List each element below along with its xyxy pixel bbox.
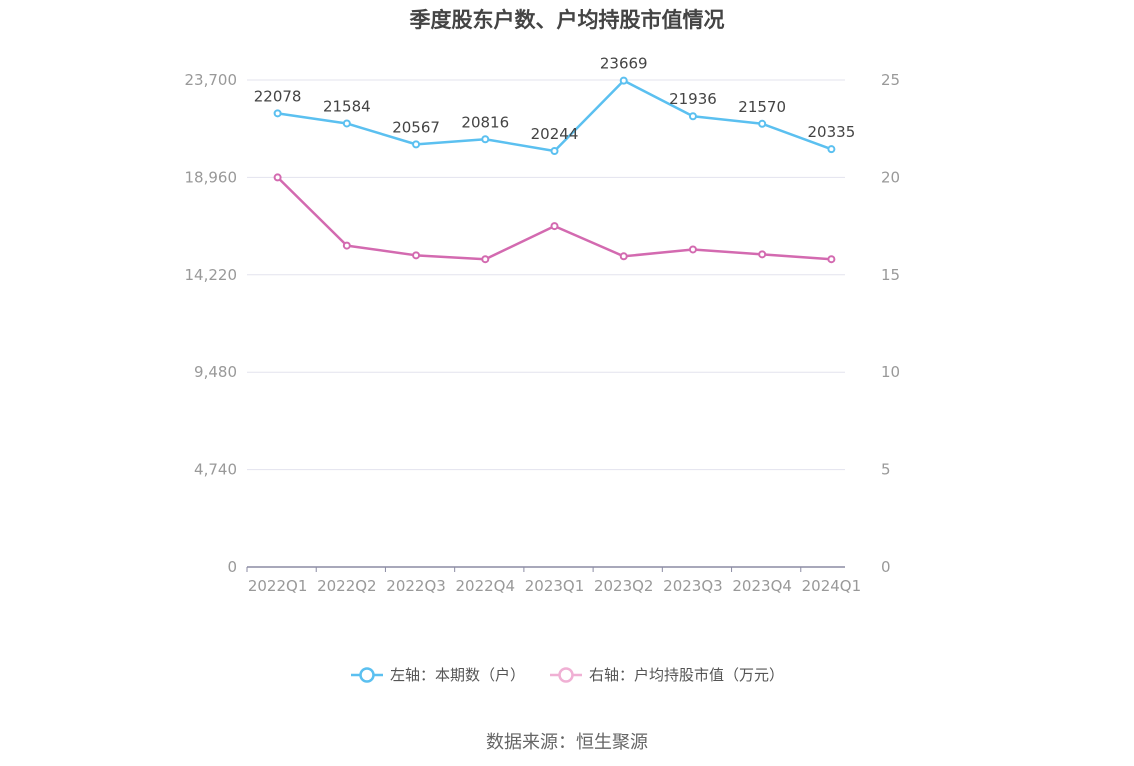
y-left-tick-label: 14,220 xyxy=(185,266,238,284)
data-label: 22078 xyxy=(254,87,302,105)
legend-label: 左轴：本期数（户） xyxy=(389,666,525,684)
data-point[interactable] xyxy=(619,76,628,85)
source-note: 数据来源：恒生聚源 xyxy=(486,732,648,753)
x-tick-label: 2023Q2 xyxy=(594,577,654,595)
chart-title: 季度股东户数、户均持股市值情况 xyxy=(409,8,725,32)
x-tick-label: 2023Q1 xyxy=(525,577,585,595)
data-label: 21936 xyxy=(669,90,717,108)
x-tick-label: 2022Q1 xyxy=(248,577,308,595)
legend-swatch-icon xyxy=(550,666,582,683)
data-point[interactable] xyxy=(273,109,282,118)
data-point[interactable] xyxy=(481,135,490,144)
data-label: 20244 xyxy=(531,125,579,143)
y-right-tick-label: 25 xyxy=(881,71,900,89)
x-tick-label: 2022Q2 xyxy=(317,577,377,595)
data-label: 20567 xyxy=(392,118,440,136)
data-labels: 22078 21584 20567 20816 20244 23669 21936 21570… xyxy=(254,55,855,143)
data-point[interactable] xyxy=(758,119,767,128)
axes: 0 0 4,740 5 9,480 10 14,220 15 18,960 20 23,700 25 2… xyxy=(185,71,901,595)
x-tick-label: 2024Q1 xyxy=(802,577,862,595)
y-right-tick-label: 10 xyxy=(881,363,900,381)
data-label: 21570 xyxy=(738,98,786,116)
data-point[interactable] xyxy=(412,251,421,260)
data-point[interactable] xyxy=(688,112,697,121)
y-right-tick-label: 5 xyxy=(881,461,891,479)
y-right-tick-label: 20 xyxy=(881,168,900,186)
legend-label: 右轴：户均持股市值（万元） xyxy=(589,666,785,684)
data-point[interactable] xyxy=(342,119,351,128)
y-left-tick-label: 0 xyxy=(227,558,237,576)
legend: 左轴：本期数（户） 右轴：户均持股市值（万元） xyxy=(0,664,1134,689)
data-point[interactable] xyxy=(619,252,628,261)
y-left-tick-label: 18,960 xyxy=(185,168,238,186)
series xyxy=(273,76,836,264)
legend-item-2[interactable]: 右轴：户均持股市值（万元） xyxy=(549,664,784,685)
y-right-tick-label: 0 xyxy=(881,558,891,576)
x-tick-label: 2022Q3 xyxy=(386,577,446,595)
y-left-tick-label: 4,740 xyxy=(194,461,237,479)
data-point[interactable] xyxy=(550,222,559,231)
data-point[interactable] xyxy=(688,245,697,254)
data-point[interactable] xyxy=(273,173,282,182)
data-label: 20816 xyxy=(461,113,509,131)
data-point[interactable] xyxy=(758,250,767,259)
data-point[interactable] xyxy=(827,255,836,264)
y-left-tick-label: 23,700 xyxy=(185,71,238,89)
data-label: 21584 xyxy=(323,97,371,115)
y-right-tick-label: 15 xyxy=(881,266,900,284)
legend-item-1[interactable]: 左轴：本期数（户） xyxy=(350,664,525,685)
x-tick-label: 2023Q3 xyxy=(663,577,723,595)
data-point[interactable] xyxy=(412,140,421,149)
y-left-tick-label: 9,480 xyxy=(194,363,237,381)
data-point[interactable] xyxy=(342,241,351,250)
data-point[interactable] xyxy=(481,255,490,264)
legend-swatch-icon xyxy=(350,666,383,683)
grid-lines xyxy=(247,79,845,471)
data-point[interactable] xyxy=(827,145,836,154)
data-label: 23669 xyxy=(600,55,648,73)
series-line-2 xyxy=(276,176,832,261)
x-tick-label: 2023Q4 xyxy=(732,577,792,595)
data-label: 20335 xyxy=(808,123,856,141)
x-tick-label: 2022Q4 xyxy=(456,577,516,595)
data-point[interactable] xyxy=(550,147,559,156)
